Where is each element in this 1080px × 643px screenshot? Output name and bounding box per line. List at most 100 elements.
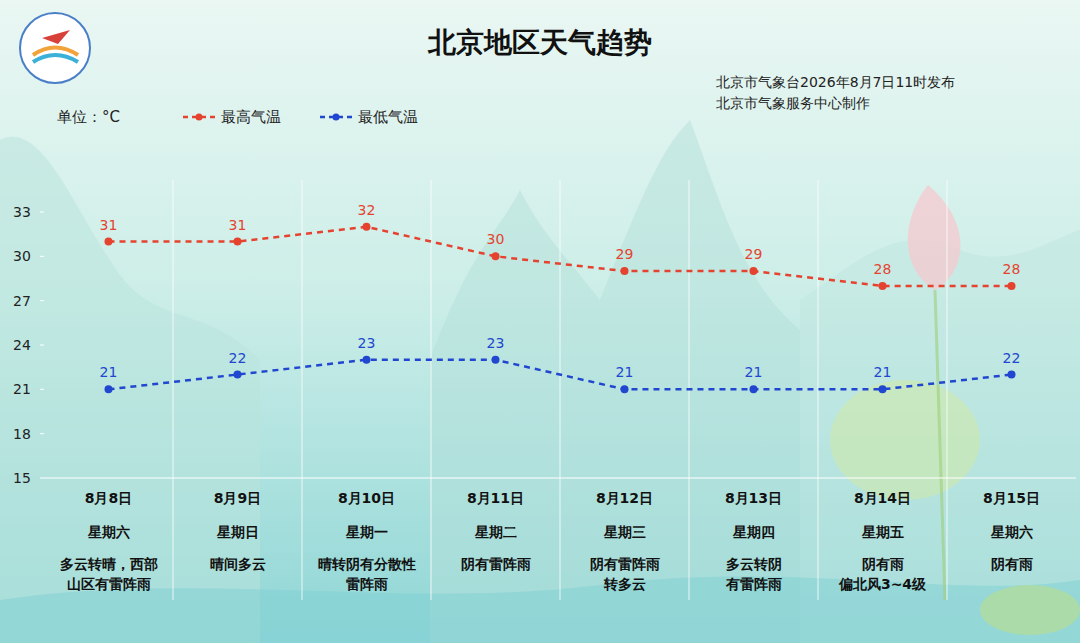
data-label: 28 [1003,261,1021,277]
weather-description: 晴间多云 [210,556,266,572]
mountain [800,230,1080,643]
series-point [234,238,242,246]
data-label: 22 [1003,350,1021,366]
data-label: 21 [616,364,634,380]
credit: 北京市气象服务中心制作 [716,95,870,111]
data-label: 22 [229,350,247,366]
y-tick [40,433,44,434]
logo [20,13,90,83]
data-label: 32 [358,202,376,218]
weather-description: 多云转阴 [726,556,782,572]
weekday: 星期二 [474,524,517,540]
data-label: 21 [100,364,118,380]
x-tick-label: 8月11日 [467,490,524,506]
data-labels: 31 31 32 30 29 29 28 28 21 22 23 23 21 21 21 22 [100,202,1021,381]
y-tick [40,212,44,213]
logo-arc [33,55,78,62]
series-point [234,371,242,379]
weather-description: 阴有雷阵雨 [461,556,531,572]
x-tick-label: 8月15日 [983,490,1040,506]
column-separator [173,180,174,600]
data-label: 23 [358,335,376,351]
column-separator [431,180,432,600]
y-label: 单位：°C [57,108,120,126]
legend-item: 最低气温 [320,108,418,126]
background [0,0,1080,643]
data-label: 31 [100,217,118,233]
weather-description: 山区有雷阵雨 [67,576,151,592]
subtitle: 北京市气象台2026年8月7日11时发布 [716,74,955,90]
weather-description: 晴转阴有分散性 [318,556,416,572]
y-tick-label: 33 [13,204,31,220]
series-point [1008,371,1016,379]
y-tick-label: 21 [13,381,31,397]
x-tick-label: 8月10日 [338,490,395,506]
data-label: 29 [745,246,763,262]
weather-description: 多云转晴，西部 [60,556,158,572]
weather-description: 偏北风3~4级 [838,576,927,592]
lotus-leaf [830,380,980,500]
weekday: 星期六 [87,524,130,540]
weather-description: 雷阵雨 [346,576,388,592]
weekday: 星期三 [603,524,646,540]
series-point [492,252,500,260]
series-point [879,385,887,393]
y-tick [40,389,44,390]
weekday: 星期四 [732,524,775,540]
weekday: 星期五 [861,524,904,540]
title: 北京地区天气趋势 [427,26,652,59]
weather-description: 有雷阵雨 [725,576,782,592]
x-tick-label: 8月13日 [725,490,782,506]
series-point [105,238,113,246]
y-tick [40,478,44,479]
mountain [430,120,800,643]
data-label: 28 [874,261,892,277]
data-label: 31 [229,217,247,233]
series-point [621,385,629,393]
column-separator [560,180,561,600]
x-tick-label: 8月12日 [596,490,653,506]
series-point [1008,282,1016,290]
weather-description: 阴有雨 [991,556,1033,572]
series-point [750,385,758,393]
weather-description: 阴有雷阵雨 [590,556,660,572]
series-point [621,267,629,275]
data-label: 23 [487,335,505,351]
weather-description: 阴有雨 [862,556,904,572]
data-label: 30 [487,231,505,247]
series-point [105,385,113,393]
x-tick-label: 8月9日 [214,490,261,506]
y-tick-label: 15 [13,470,31,486]
logo-mark [42,30,70,44]
series-point [750,267,758,275]
weekday: 星期日 [216,524,259,540]
series-group [105,223,1016,394]
weather-description: 转多云 [603,576,646,592]
y-tick-label: 27 [13,293,31,309]
legend-marker [196,114,203,121]
series-point [363,223,371,231]
series-line [109,227,1012,286]
x-tick-label: 8月14日 [854,490,911,506]
data-label: 21 [745,364,763,380]
lotus-bud [908,185,961,290]
data-label: 21 [874,364,892,380]
weekday: 星期一 [345,524,388,540]
series-point [492,356,500,364]
lotus-leaf [980,585,1080,635]
y-tick-label: 30 [13,248,31,264]
y-tick-label: 24 [13,337,31,353]
legend-marker [333,114,340,121]
data-label: 29 [616,246,634,262]
y-tick-label: 18 [13,426,31,442]
column-separator [818,180,819,600]
x-tick-label: 8月8日 [85,490,132,506]
series-point [879,282,887,290]
column-separator [302,180,303,600]
legend-label: 最低气温 [358,108,418,126]
column-separator [947,180,948,600]
y-tick [40,300,44,301]
lotus-stem [935,290,945,600]
legend-label: 最高气温 [221,108,281,126]
x-axis-line [44,477,1076,478]
